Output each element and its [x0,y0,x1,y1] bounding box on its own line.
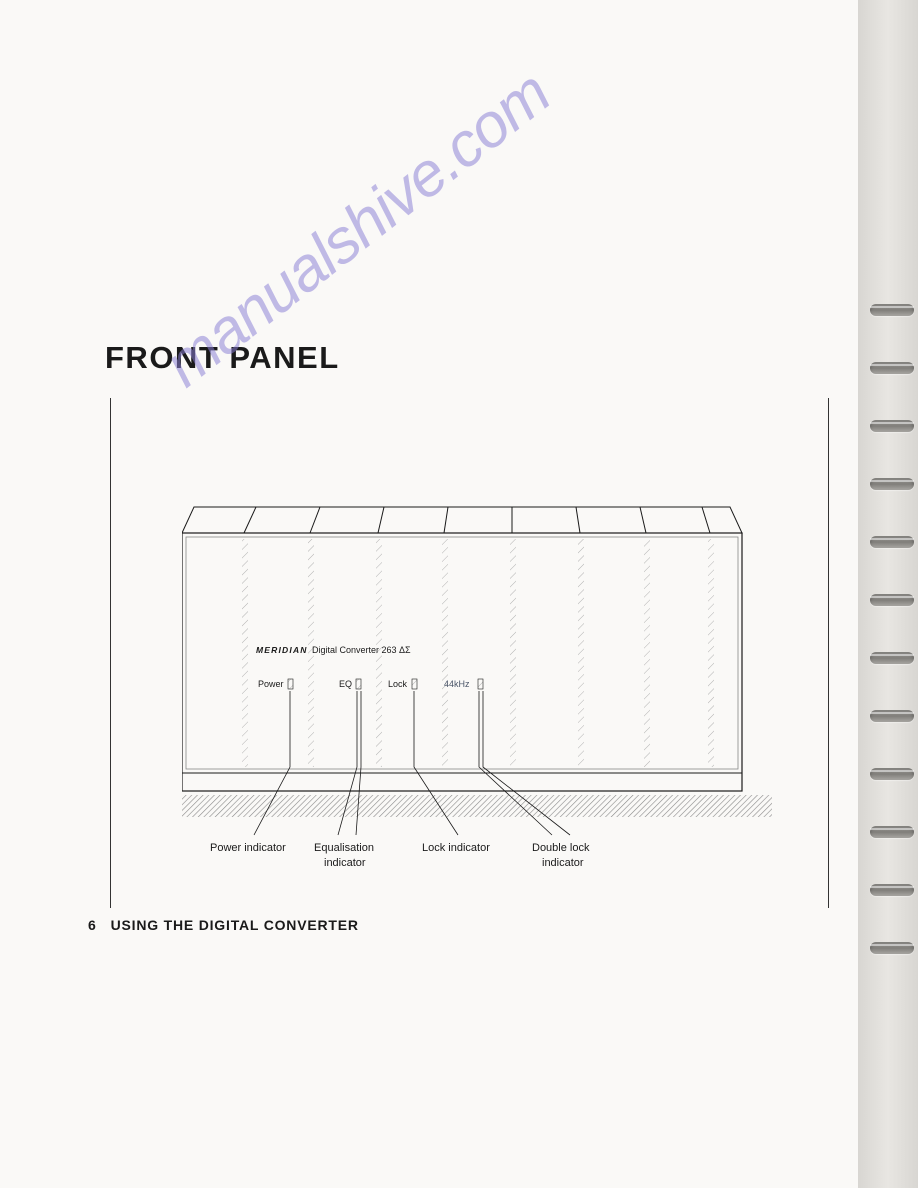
binding-coil-icon [870,706,914,726]
panel-label-rate: 44kHz [444,679,470,689]
front-panel-diagram: MERIDIAN Digital Converter 263 ΔΣ Power … [182,465,772,905]
callout-power: Power indicator [210,842,286,854]
power-led-icon [288,679,293,689]
binding-coil-icon [870,300,914,320]
shadow-strip [182,795,772,817]
frame-right-rule [828,398,829,908]
binding-coil-icon [870,358,914,378]
callout-labels: Power indicator Equalisation indicator L… [210,842,590,869]
binding-coil-icon [870,938,914,958]
panel-label-power: Power [258,679,284,689]
panel-label-lock: Lock [388,679,408,689]
callout-dbl-1: Double lock [532,842,590,854]
binding-coil-icon [870,880,914,900]
binding-coil-icon [870,822,914,842]
binding-coil-icon [870,532,914,552]
callout-dbl-2: indicator [542,857,584,869]
rate-led-icon [478,679,483,689]
binding-coil-icon [870,648,914,668]
device-brand: MERIDIAN [256,645,308,655]
device-front [182,533,742,791]
binding-coil-icon [870,590,914,610]
lock-led-icon [412,679,417,689]
footer-section: USING THE DIGITAL CONVERTER [111,917,359,933]
binding-coil-icon [870,764,914,784]
panel-label-eq: EQ [339,679,352,689]
eq-led-icon [356,679,361,689]
callout-eq-2: indicator [324,857,366,869]
frame-left-rule [110,398,111,908]
manual-page: FRONT PANEL [0,0,858,1188]
device-model: Digital Converter 263 ΔΣ [312,645,411,655]
device-top [182,507,742,533]
callout-eq-1: Equalisation [314,842,374,854]
binding-coil-icon [870,474,914,494]
page-number: 6 [88,917,97,933]
callout-lock: Lock indicator [422,842,490,854]
binding-coil-icon [870,416,914,436]
spiral-binding [858,0,918,1188]
page-footer: 6 USING THE DIGITAL CONVERTER [88,917,359,933]
page-title: FRONT PANEL [105,340,340,376]
